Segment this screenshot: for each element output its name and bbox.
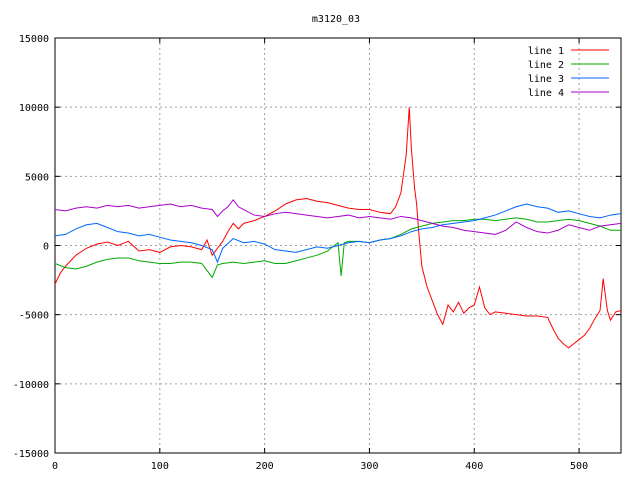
grid — [55, 38, 621, 453]
x-tick-label: 500 — [570, 461, 588, 472]
y-tick-label: 0 — [43, 242, 49, 253]
axes: 0 100 200 300 400 500 -15000 -10000 -5000 0 5000 10… — [13, 34, 622, 472]
x-tick-label: 200 — [256, 461, 274, 472]
legend-label-4: line 4 — [528, 88, 564, 99]
series-line-3 — [54, 203, 622, 264]
y-tick-label: 15000 — [19, 34, 49, 45]
y-tick-label: -10000 — [13, 380, 49, 391]
y-tick-label: -15000 — [13, 449, 49, 460]
x-tick-label: 400 — [465, 461, 483, 472]
legend: line 1 line 2 line 3 line 4 — [528, 46, 609, 99]
chart-title: m3120_03 — [312, 14, 360, 25]
y-tick-label: 5000 — [25, 172, 49, 183]
legend-label-3: line 3 — [528, 74, 564, 85]
x-tick-label: 0 — [52, 461, 58, 472]
y-tick-label: 10000 — [19, 103, 49, 114]
series-line-2 — [54, 217, 621, 279]
x-tick-label: 300 — [360, 461, 378, 472]
y-tick-label: -5000 — [19, 311, 49, 322]
series-lines — [54, 107, 622, 349]
series-line-1 — [54, 107, 622, 349]
x-tick-label: 100 — [151, 461, 169, 472]
legend-label-1: line 1 — [528, 46, 564, 57]
legend-label-2: line 2 — [528, 60, 564, 71]
series-line-4 — [54, 199, 622, 235]
